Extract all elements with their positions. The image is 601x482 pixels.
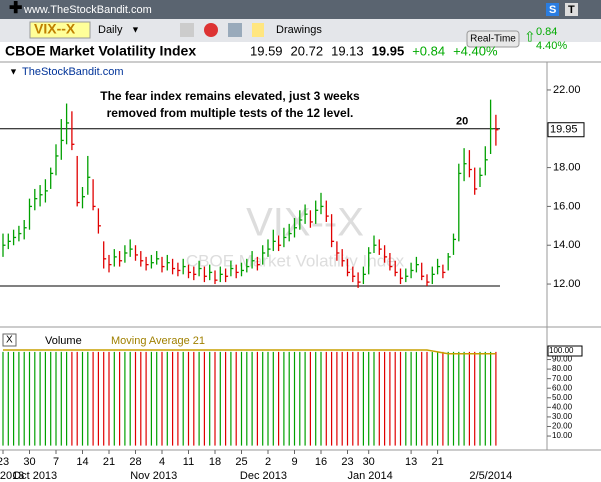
y-tick-label: 70.00 [552,374,573,383]
x-tick-label: 9 [291,456,297,468]
watermark-name: CBOE Market Volatility Index [186,251,405,270]
change-pct: 4.40% [536,40,567,52]
y-tick-label: 12.00 [553,278,581,290]
top-value: 100.00 [549,346,574,355]
y-tick-label: 90.00 [552,355,573,364]
up-arrow: ⇧ [524,29,536,45]
y-tick-label: 14.00 [553,239,581,251]
realtime-button[interactable] [466,30,520,48]
x-tick-label: 14 [76,456,88,468]
s-button[interactable] [546,3,559,16]
month-label: 2013 [0,470,24,482]
y-tick-label: 30.00 [552,412,573,421]
y-tick-label: 20.00 [552,422,573,431]
x-tick-label: 21 [103,456,115,468]
close-button[interactable] [2,333,17,347]
y-tick-label: 16.00 [553,200,581,212]
period[interactable]: Daily [98,24,123,36]
x-tick-label: 30 [363,456,375,468]
annotation: removed from multiple tests of the 12 le… [107,106,354,120]
toolbar [0,19,601,42]
quote-pct_change: +4.40% [453,43,498,58]
x-tick-label: 2 [265,456,271,468]
y-tick-label: 40.00 [552,402,573,411]
month-label: 2/5/2014 [469,470,512,482]
x-tick-label: 25 [235,456,247,468]
x-tick-label: 7 [53,456,59,468]
top-value-box [547,345,583,357]
y-tick-label: 10.00 [552,431,573,440]
site-name: www.TheStockBandit.com [23,4,152,16]
month-label: Dec 2013 [240,470,287,482]
s-label[interactable]: S [549,4,556,16]
symbol[interactable]: VIX--X [34,21,76,37]
x-tick-label: 21 [431,456,443,468]
hline-label: 20 [456,116,468,128]
ma-line [3,349,496,355]
x-tick-label: 23 [341,456,353,468]
x-tick-label: 16 [315,456,327,468]
arrow: ▼ [9,66,18,76]
y-tick-label: 50.00 [552,393,573,402]
last-value: 19.95 [550,124,578,136]
dropdown[interactable]: ▼ [131,24,140,34]
month-label: Nov 2013 [130,470,177,482]
x-tick-label: 23 [0,456,9,468]
y-tick-label: 60.00 [552,383,573,392]
quote-net_change: +0.84 [412,43,445,58]
icon[interactable] [252,23,264,37]
change: 0.84 [536,26,557,38]
quote-open: 19.59 [250,43,283,58]
x-tick-label: 4 [159,456,165,468]
top-bar [0,0,601,19]
last-value-box [547,122,585,138]
close-x[interactable]: X [6,335,13,346]
t-button[interactable] [565,3,578,16]
x-tick-label: 28 [129,456,141,468]
symbol-input[interactable] [29,21,91,39]
quote-close: 19.95 [372,43,405,58]
month-label: Oct 2013 [13,470,58,482]
ma-label: Moving Average 21 [111,335,205,347]
icon[interactable] [204,23,218,37]
t-label[interactable]: T [568,4,575,16]
icon[interactable] [180,23,194,37]
y-tick-label: 18.00 [553,161,581,173]
volume-label: Volume [45,335,82,347]
realtime[interactable]: Real-Time [470,34,516,45]
source: TheStockBandit.com [22,66,124,78]
y-tick-label: 80.00 [552,364,573,373]
plus-icon[interactable]: ✚ [9,0,22,17]
quote-low: 19.13 [331,43,364,58]
x-tick-label: 18 [209,456,221,468]
quote-high: 20.72 [291,43,324,58]
x-tick-label: 11 [183,456,194,468]
chart-title: CBOE Market Volatility Index [5,43,196,59]
month-label: Jan 2014 [348,470,393,482]
y-tick-label: 22.00 [553,84,581,96]
annotation: The fear index remains elevated, just 3 … [100,89,360,103]
icon[interactable] [228,23,242,37]
x-tick-label: 13 [405,456,417,468]
x-tick-label: 30 [23,456,35,468]
drawings[interactable]: Drawings [276,24,322,36]
